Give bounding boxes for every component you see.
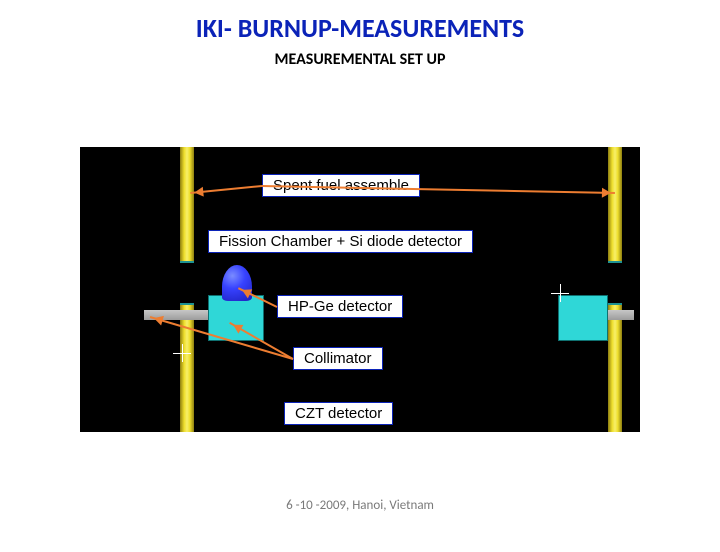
collimator-block-right — [558, 295, 608, 341]
label-fission: Fission Chamber + Si diode detector — [208, 230, 473, 253]
footer-text: 6 -10 -2009, Hanoi, Vietnam — [0, 498, 720, 513]
collimator-block-left — [208, 295, 264, 341]
page-subtitle: MEASUREMENTAL SET UP — [0, 50, 720, 69]
label-czt: CZT detector — [284, 402, 393, 425]
page-title: IKI- BURNUP-MEASUREMENTS — [0, 12, 720, 44]
label-hpge: HP-Ge detector — [277, 295, 403, 318]
label-collimator: Collimator — [293, 347, 383, 370]
crosshair-1 — [182, 344, 183, 362]
tube-1 — [608, 310, 634, 320]
crosshair-0 — [560, 284, 561, 302]
